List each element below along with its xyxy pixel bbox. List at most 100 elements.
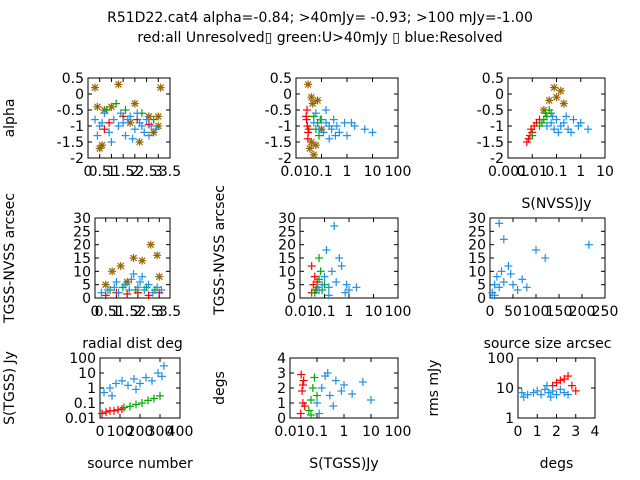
y-tick-label: -2 (70, 151, 84, 167)
data-point (556, 376, 565, 385)
data-point (529, 388, 538, 397)
y-tick-label: 0 (277, 411, 286, 427)
x-tick-label: 0 (84, 164, 93, 180)
x-tick-label: 0.1 (310, 164, 332, 180)
x-tick-label: 10 (362, 424, 380, 440)
x-tick-label: 200 (569, 304, 596, 320)
data-point (562, 112, 571, 121)
y-tick-label: 0.5 (270, 71, 292, 87)
data-point (126, 402, 134, 411)
y-tick-label: 5 (287, 278, 296, 294)
data-point (323, 369, 332, 377)
data-point (108, 391, 116, 400)
data-point (121, 280, 129, 289)
data-point (554, 128, 563, 137)
data-point (341, 288, 350, 297)
y-tick-label: 15 (278, 251, 296, 267)
data-point (140, 128, 149, 137)
data-point (317, 115, 326, 124)
x-tick-label: 2.5 (135, 164, 157, 180)
x-tick-label: 2 (552, 424, 561, 440)
data-point (305, 144, 314, 153)
y-tick-label: 0.5 (482, 71, 504, 87)
data-point (504, 262, 513, 270)
y-tick-label: 15 (73, 251, 91, 267)
x-tick-label: 0.01 (280, 164, 311, 180)
data-point (556, 385, 565, 394)
data-point (308, 384, 317, 392)
data-point (571, 386, 580, 395)
data-point (509, 280, 517, 289)
data-point (138, 272, 147, 281)
data-point (116, 109, 125, 118)
data-point (114, 405, 122, 414)
y-tick-label: -0.5 (265, 103, 292, 119)
x-tick-label: 1 (340, 424, 349, 440)
data-point (155, 272, 164, 281)
data-point (101, 280, 110, 289)
data-point (310, 272, 319, 281)
data-point (100, 109, 109, 118)
data-point (499, 278, 508, 286)
data-point (319, 128, 328, 137)
data-point (506, 270, 515, 278)
x-tick-label: 1.5 (112, 164, 134, 180)
data-point (337, 262, 346, 270)
x-tick-label: 1 (345, 304, 354, 320)
data-point (313, 391, 321, 400)
data-point (148, 376, 156, 385)
data-point (348, 390, 357, 398)
y-tick-label: 4 (277, 351, 286, 367)
x-tick-label: 300 (147, 424, 174, 440)
data-point (101, 291, 110, 300)
data-point (532, 246, 540, 254)
x-axis-label: source number (87, 456, 193, 472)
y-tick-label: 20 (73, 238, 91, 254)
x-tick-label: 200 (127, 424, 154, 440)
data-point (124, 381, 132, 390)
data-point (98, 118, 107, 127)
x-tick-label: 100 (107, 424, 134, 440)
x-axis-label: S(TGSS)Jy (309, 456, 378, 472)
data-point (324, 291, 333, 300)
data-point (110, 406, 118, 415)
data-point (119, 118, 128, 127)
y-tick-label: 2 (277, 381, 286, 397)
data-point (537, 118, 546, 127)
y-tick-label: 20 (468, 238, 486, 254)
data-point (315, 275, 324, 284)
data-point (107, 102, 116, 111)
data-point (154, 369, 162, 377)
y-tick-label: 0 (82, 291, 91, 307)
data-point (569, 115, 578, 124)
data-point (352, 283, 361, 292)
y-tick-label: 0 (287, 291, 296, 307)
y-tick-label: 1 (505, 411, 514, 427)
data-point (156, 391, 164, 400)
data-point (315, 409, 324, 418)
data-point (140, 286, 149, 294)
data-point (147, 122, 156, 130)
x-tick-label: 400 (167, 424, 194, 440)
data-point (313, 96, 322, 105)
data-point (584, 240, 593, 249)
x-tick-label: 0.01 (284, 304, 315, 320)
data-point (129, 254, 138, 262)
data-point (324, 283, 333, 292)
x-tick-label: 3.5 (159, 304, 181, 320)
data-point (105, 128, 114, 137)
y-axis-label: TGSS-NVSS arcsec (212, 185, 228, 316)
data-point (330, 222, 339, 230)
data-point (519, 393, 528, 402)
data-point (490, 291, 499, 300)
data-point (331, 376, 340, 385)
data-point (120, 403, 128, 412)
data-point (367, 396, 375, 404)
data-point (91, 115, 100, 124)
data-point (567, 381, 576, 390)
x-tick-label: 0 (91, 304, 100, 320)
data-point (541, 254, 550, 262)
data-point (559, 118, 568, 127)
data-point (550, 83, 559, 92)
y-axis-label: rms mJy (426, 360, 442, 417)
